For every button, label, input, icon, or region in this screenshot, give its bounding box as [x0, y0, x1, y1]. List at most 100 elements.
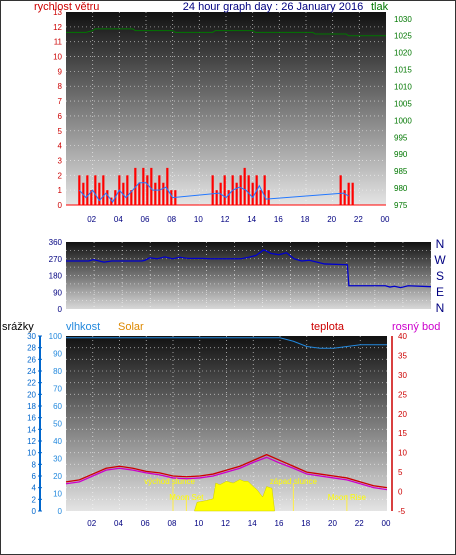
pressure-tick-label: 1005 — [394, 99, 412, 108]
x-tick-label: 04 — [114, 215, 123, 224]
rain-tick-label: 2 — [32, 495, 37, 504]
direction-tick-label: 90 — [53, 288, 62, 297]
panel3-temp-ticks: -5 0 5 10 15 20 25 30 35 40 — [391, 332, 407, 516]
rain-tick-label: 16 — [27, 414, 36, 423]
humidity-tick-label: 80 — [53, 367, 62, 376]
chart-title: 24 hour graph day : 26 January 2016 — [183, 1, 363, 13]
humidity-line — [66, 337, 387, 349]
pressure-tick-label: 980 — [394, 184, 408, 193]
rain-tick-label: 18 — [27, 402, 36, 411]
compass-label: W — [434, 253, 446, 267]
temp-tick-label: 15 — [398, 429, 407, 438]
panel3-humidity-ticks: 0 10 20 30 40 50 60 70 80 90 100 — [49, 332, 63, 516]
panel2-left-ticks: 0 90 180 270 360 — [49, 238, 63, 314]
panel3-x-ticks: 02 04 06 08 10 12 14 16 18 20 22 00 — [87, 519, 391, 528]
pressure-tick-label: 985 — [394, 167, 408, 176]
rain-tick-label: 6 — [32, 472, 37, 481]
wind-tick-label: 10 — [53, 53, 62, 62]
humidity-tick-label: 60 — [53, 402, 62, 411]
x-tick-label: 04 — [114, 519, 123, 528]
direction-tick-label: 180 — [49, 272, 63, 281]
panel3-grid — [66, 336, 387, 511]
panel-wind-direction — [66, 242, 431, 309]
temperature-line — [65, 453, 388, 489]
compass-label: N — [436, 237, 445, 251]
compass-label: E — [436, 285, 444, 299]
temp-tick-label: 20 — [398, 410, 407, 419]
annotation-label: Moon Set — [169, 493, 204, 502]
x-tick-label: 08 — [168, 519, 177, 528]
x-tick-label: 02 — [87, 215, 96, 224]
annotation-label: východ slunce — [144, 477, 195, 486]
rain-tick-label: 30 — [27, 332, 36, 341]
rain-tick-label: 26 — [27, 355, 36, 364]
pressure-tick-label: 1025 — [394, 32, 412, 41]
x-tick-label: 16 — [275, 519, 284, 528]
wind-tick-label: 5 — [58, 127, 63, 136]
pressure-tick-label: 1020 — [394, 49, 412, 58]
dew-line — [65, 456, 388, 491]
x-tick-label: 20 — [328, 519, 337, 528]
x-tick-label: 10 — [194, 215, 203, 224]
rain-tick-label: 20 — [27, 390, 36, 399]
rain-tick-label: 14 — [27, 425, 36, 434]
temp-tick-label: -5 — [398, 507, 406, 516]
compass-label: N — [436, 301, 445, 315]
x-tick-label: 14 — [247, 215, 256, 224]
wind-tick-label: 12 — [53, 23, 62, 32]
pressure-tick-label: 1000 — [394, 116, 412, 125]
temp-tick-label: 5 — [398, 468, 403, 477]
x-tick-label: 22 — [354, 215, 363, 224]
temp-tick-label: 25 — [398, 390, 407, 399]
humidity-tick-label: 10 — [53, 490, 62, 499]
x-tick-label: 06 — [141, 215, 150, 224]
x-tick-label: 18 — [301, 519, 310, 528]
annotation-label: Moon Rise — [328, 493, 367, 502]
dewpoint-label: rosný bod — [392, 321, 440, 333]
pressure-tick-label: 1030 — [394, 15, 412, 24]
direction-tick-label: 360 — [49, 238, 63, 247]
rain-tick-label: 10 — [27, 449, 36, 458]
panel1-series — [66, 28, 386, 205]
annotation-label: západ slunce — [270, 477, 318, 486]
panel1-grid — [66, 12, 386, 205]
humidity-label: vlhkost — [66, 321, 100, 333]
temp-tick-label: 35 — [398, 351, 407, 360]
wind-tick-label: 11 — [54, 38, 63, 47]
x-tick-label: 08 — [167, 215, 176, 224]
humidity-tick-label: 20 — [53, 472, 62, 481]
temp-tick-label: 40 — [398, 332, 407, 341]
pressure-tick-label: 995 — [394, 133, 408, 142]
rain-tick-label: 22 — [27, 379, 36, 388]
panel1-right-ticks: 975 980 985 990 995 1000 1005 1010 1015 1020 1025 1… — [394, 15, 412, 210]
rain-tick-label: 28 — [27, 344, 36, 353]
humidity-tick-label: 100 — [49, 332, 63, 341]
x-tick-label: 06 — [141, 519, 150, 528]
rain-tick-label: 8 — [32, 460, 37, 469]
pressure-tick-label: 1015 — [394, 66, 412, 75]
wind-tick-label: 9 — [58, 67, 63, 76]
temp-tick-label: 10 — [398, 449, 407, 458]
humidity-tick-label: 40 — [53, 437, 62, 446]
x-tick-label: 02 — [87, 519, 96, 528]
wind-direction-line — [66, 249, 432, 289]
wind-tick-label: 0 — [58, 201, 63, 210]
x-tick-label: 12 — [221, 215, 230, 224]
x-tick-label: 16 — [274, 215, 283, 224]
panel2-grid — [66, 242, 431, 309]
pressure-tick-label: 1010 — [394, 82, 412, 91]
panel3-series — [65, 337, 388, 512]
pressure-label: tlak — [371, 1, 389, 13]
x-tick-label: 14 — [248, 519, 257, 528]
humidity-tick-label: 0 — [58, 507, 63, 516]
direction-tick-label: 0 — [58, 305, 63, 314]
wind-tick-label: 1 — [58, 186, 63, 195]
humidity-tick-label: 90 — [53, 350, 62, 359]
solar-area — [194, 479, 275, 512]
panel2-series — [66, 249, 432, 289]
wind-tick-label: 7 — [58, 97, 63, 106]
x-tick-label: 18 — [301, 215, 310, 224]
